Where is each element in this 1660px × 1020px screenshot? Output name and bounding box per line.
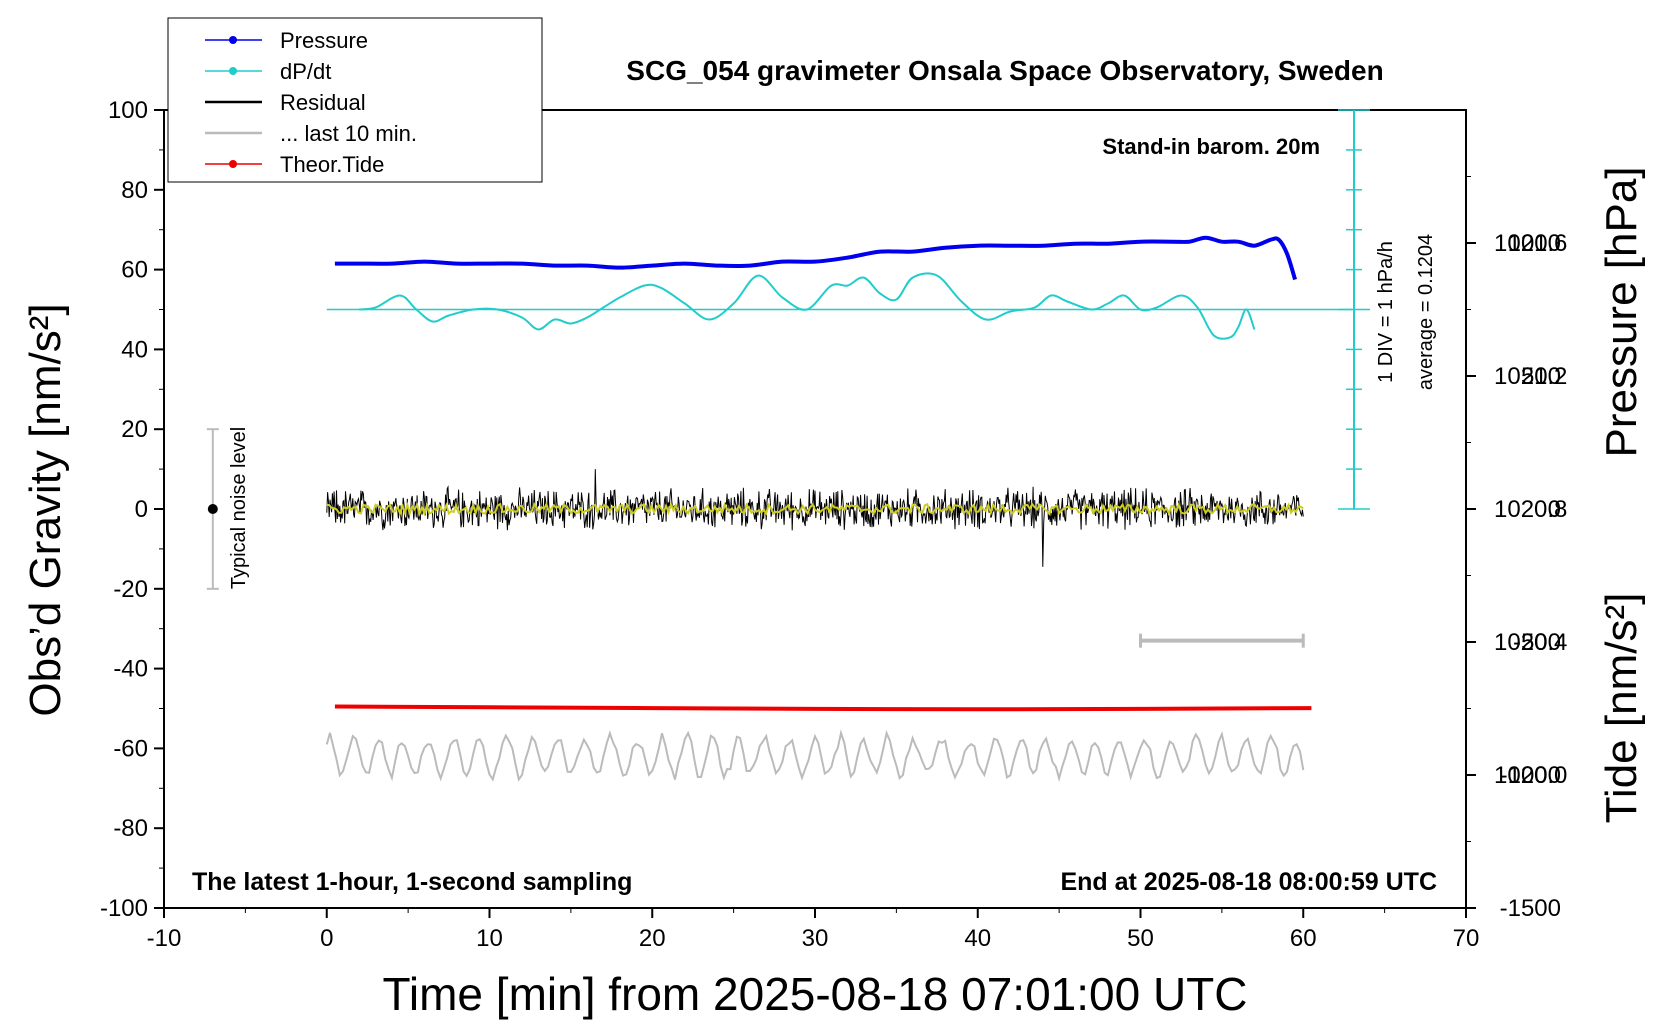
y-tick-label: 0	[135, 496, 148, 523]
y-tick-label: 60	[121, 257, 148, 284]
legend: Pressure dP/dt Residual ... last 10 min. The…	[167, 17, 543, 183]
legend-entry-label: Residual	[280, 90, 366, 115]
x-tick-label: 10	[476, 925, 503, 952]
tide-tick-label: 0	[1548, 496, 1561, 523]
pressure-tick-label: 1020.4	[1494, 629, 1567, 656]
y-tick-label: -20	[113, 576, 148, 603]
y-tick-label: 80	[121, 177, 148, 204]
x-tick-label: 0	[320, 925, 333, 952]
series-last10-line	[325, 729, 1305, 783]
x-tick-label: -10	[147, 925, 182, 952]
x-tick-label: 20	[639, 925, 666, 952]
y-axis-pressure-title: Pressure [hPa]	[1597, 166, 1646, 457]
series-pressure-line	[334, 235, 1298, 281]
y-tick-label: -80	[113, 815, 148, 842]
legend-entry-label: Pressure	[280, 28, 368, 53]
legend-box	[167, 17, 543, 183]
tide-tick-label: 500	[1521, 363, 1561, 390]
x-axis: -10 0 10 20 30 40 50 60 70	[147, 908, 1480, 952]
barometer-annotation: Stand-in barom. 20m	[1102, 134, 1320, 159]
tide-tick-label: 1000	[1508, 230, 1561, 257]
legend-marker	[229, 36, 237, 44]
series-residual-line	[326, 469, 1304, 567]
y-tick-label: -100	[100, 895, 148, 922]
x-tick-label: 40	[964, 925, 991, 952]
y-tick-label: 100	[108, 97, 148, 124]
legend-marker	[229, 67, 237, 75]
average-label: average = 0.1204	[1415, 234, 1437, 390]
pressure-tick-label: 1020.0	[1494, 762, 1567, 789]
y-axis-pressure: 1021.6 1021.2 1020.8 1020.4 1020.0	[1466, 176, 1567, 842]
x-tick-label: 60	[1290, 925, 1317, 952]
y-axis-left: 100 80 60 40 20 0 -20 -40 -60 -80 -100	[100, 97, 164, 922]
x-tick-label: 70	[1453, 925, 1480, 952]
y-tick-label: 20	[121, 416, 148, 443]
noise-bar-center	[207, 504, 218, 514]
legend-entry-label: Theor.Tide	[280, 152, 384, 177]
legend-marker	[229, 160, 237, 168]
bars-layer	[206, 428, 1305, 648]
div-label: 1 DIV = 1 hPa/h	[1375, 241, 1397, 383]
x-tick-label: 30	[802, 925, 829, 952]
x-tick-label: 50	[1127, 925, 1154, 952]
pressure-tick-label: 1021.6	[1494, 230, 1567, 257]
pressure-tick-label: 1021.2	[1494, 363, 1567, 390]
chart-title: SCG_054 gravimeter Onsala Space Observat…	[626, 55, 1383, 86]
tide-tick-label: -1500	[1500, 895, 1561, 922]
y-axis-tide-title: Tide [nm/s²]	[1597, 593, 1646, 824]
series-residual-smooth	[326, 501, 1304, 517]
y-axis-left-title: Obs’d Gravity [nm/s²]	[21, 303, 70, 716]
series-tide-line	[334, 704, 1312, 712]
tide-tick-label: -500	[1513, 629, 1561, 656]
legend-entry-label: dP/dt	[280, 59, 331, 84]
tide-tick-label: -1000	[1500, 762, 1561, 789]
y-tick-label: -40	[113, 656, 148, 683]
series-dpdt-line	[359, 272, 1256, 340]
y-tick-label: 40	[121, 336, 148, 363]
div-scale	[1338, 109, 1370, 510]
end-label: End at 2025-08-18 08:00:59 UTC	[1060, 868, 1437, 896]
y-axis-tide: 1000 500 0 -500 -1000 -1500	[1466, 230, 1561, 922]
pressure-tick-label: 1020.8	[1494, 496, 1567, 523]
x-axis-title: Time [min] from 2025-08-18 07:01:00 UTC	[383, 968, 1248, 1020]
legend-entry-label: ... last 10 min.	[280, 121, 417, 146]
sampling-label: The latest 1-hour, 1-second sampling	[192, 868, 632, 896]
y-tick-label: -60	[113, 735, 148, 762]
series-layer	[325, 235, 1353, 783]
noise-label: Typical noise level	[228, 427, 250, 589]
